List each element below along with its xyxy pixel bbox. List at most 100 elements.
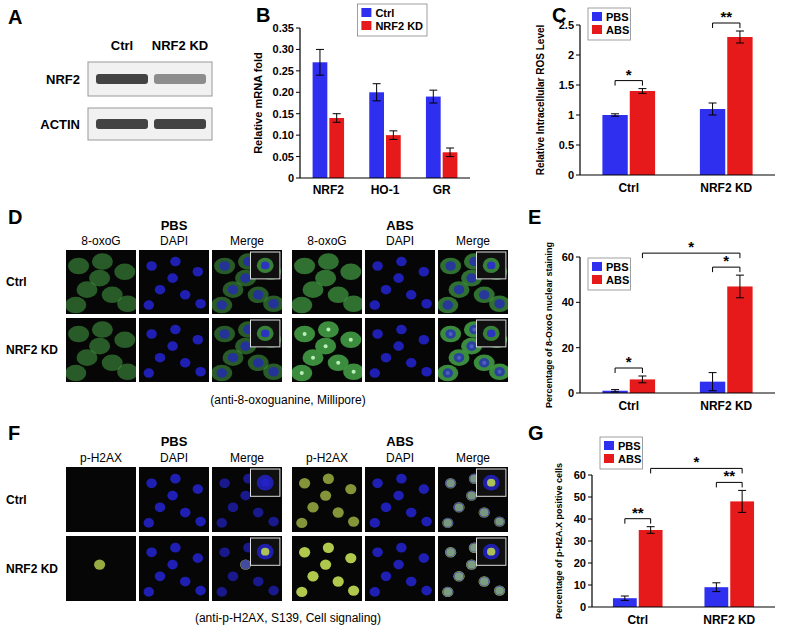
nucleus [419,267,430,277]
channel-label: Merge [456,234,490,248]
nucleus [240,491,251,501]
image-background [139,467,209,532]
micrograph [365,467,435,532]
nucleus [454,353,465,363]
nucleus [443,300,454,310]
legend-box [588,258,630,290]
micrograph [66,467,136,532]
cell-stain [68,326,89,343]
cell-stain [489,295,508,312]
channel-label: Merge [230,234,264,248]
nuclear-foci [336,361,340,365]
legend-label: PBS [606,11,629,23]
image-content [438,320,508,381]
y-tick-label: 0.20 [273,86,294,98]
significance-label: * [626,353,632,370]
nucleus [445,329,456,339]
micrograph [291,318,364,382]
y-tick-label: 2 [568,49,574,61]
bar [727,286,752,393]
figure: ACtrlNRF2 KDNRF2ACTINDPBS8-oxoGDAPIMerge… [0,0,800,644]
legend: CtrlNRF2 KD [357,4,427,36]
inset-cell [257,544,274,560]
nuclear-stain [333,576,344,586]
y-tick-label: 10 [574,579,586,591]
image-content [66,321,136,381]
nucleus [253,577,264,587]
y-tick-label: 0.05 [273,151,294,163]
nucleus [466,341,477,351]
legend-swatch [361,8,371,17]
nucleus [180,358,191,368]
inset-nucleus [487,479,495,487]
image-content [66,253,136,313]
plot-area [602,275,752,393]
inset [251,469,280,496]
image-content [217,538,280,597]
legend-label: PBS [606,261,629,273]
nucleus [195,367,206,377]
inset [251,252,280,279]
micrograph [65,318,138,382]
merge-overlay [455,572,463,580]
plot-area [613,490,754,607]
nucleus [406,290,417,300]
x-axis [592,606,775,607]
error-bar [389,131,397,140]
y-tick-label: 60 [562,251,574,263]
nucleus [268,367,279,377]
image-content [212,320,282,381]
legend-box [588,8,630,40]
inset [477,469,506,496]
nuclear-foci [324,344,328,348]
nucleus [370,587,381,597]
panel-label: E [528,206,541,228]
y-tick-label: 60 [574,469,586,481]
significance-label: ** [632,504,644,521]
nucleus [479,290,490,300]
merge-overlay [467,561,475,569]
inset-cell [257,258,274,273]
plot-area [602,31,752,175]
nucleus [180,508,191,518]
nucleus [268,586,279,596]
nucleus [253,358,264,368]
cell-stain [294,258,315,275]
nucleus [381,571,392,581]
nucleus [228,571,239,581]
significance-label: * [688,238,694,255]
channel-label: 8-oxoG [307,234,346,248]
image-background [365,318,435,382]
nuclear-stain [348,585,359,595]
legend-label: ABS [618,453,641,465]
channel-label: p-H2AX [306,451,348,465]
image-background [438,318,508,382]
inset-nucleus [487,262,495,270]
y-axis [299,28,300,178]
y-axis [579,257,580,393]
category-label: NRF2 KD [703,613,755,627]
merge-overlay [480,509,488,517]
nuclear-stain [494,516,505,526]
nucleus [445,261,456,271]
inset-nucleus [261,479,269,487]
nucleus [219,261,230,271]
nucleus [228,353,239,363]
blot-frame [88,62,212,96]
cell-stain [89,270,110,287]
nucleus [396,474,407,484]
y-tick-label: 0 [580,601,586,613]
blot-band [154,119,206,129]
category-label: NRF2 KD [700,399,752,413]
legend: PBSABS [588,258,630,290]
cell-stain [318,321,339,338]
bar [730,501,754,607]
nuclear-stain [240,559,251,569]
cell-stain [68,258,89,275]
y-tick-label: 20 [562,342,574,354]
nuclear-foci [326,328,330,332]
y-tick-label: 30 [574,535,586,547]
nucleus [419,484,430,494]
nuclear-stain [442,587,453,597]
bar-chart: EPercentage of 8-OxoG nuclear staining02… [528,206,775,413]
